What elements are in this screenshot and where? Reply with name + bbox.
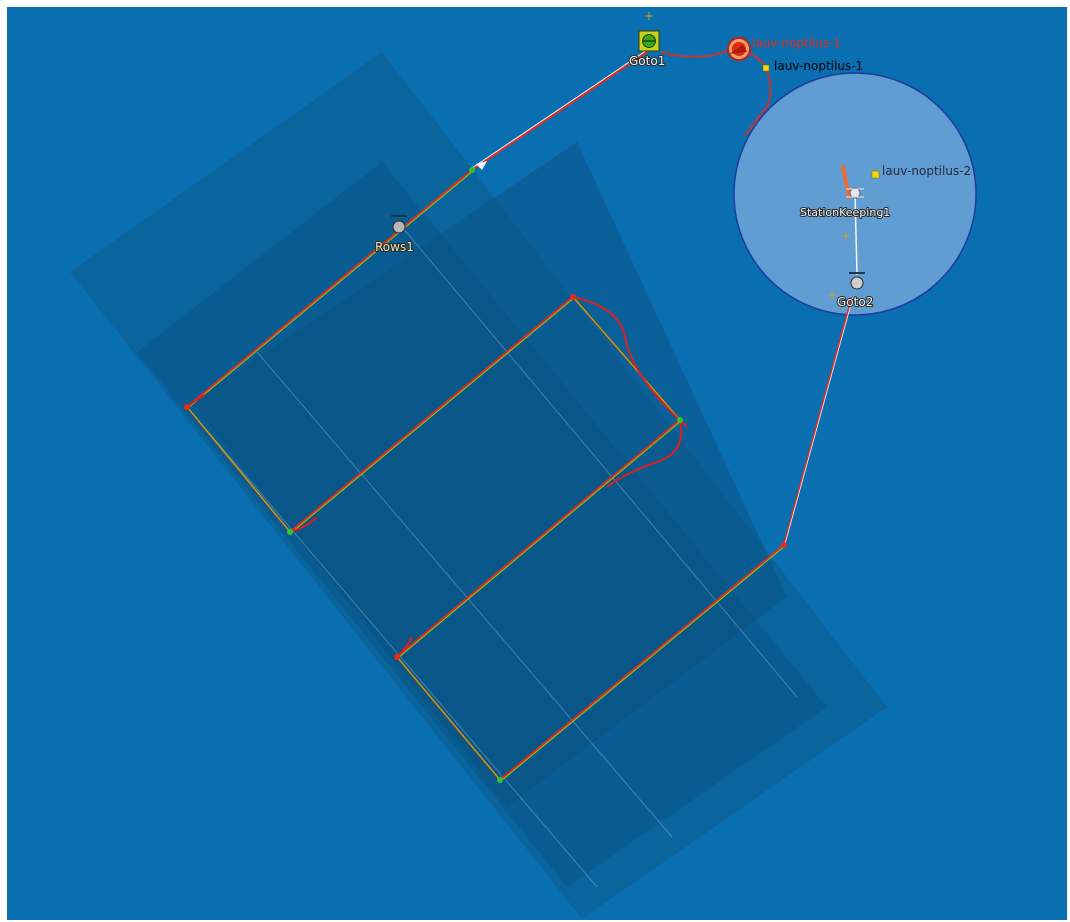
transit-sk-goto2: [854, 192, 858, 276]
station-keeping-maneuver[interactable]: +: [841, 187, 864, 243]
vehicle-noptilus-1-label: lauv-noptilus-1: [774, 59, 863, 73]
vehicle-noptilus-1-track-label: lauv-noptilus-1: [752, 36, 841, 50]
goto1-maneuver[interactable]: +: [638, 9, 660, 52]
station-keeping-icon: [849, 187, 861, 199]
waypoint-marker: [570, 294, 576, 300]
goto1-label: Goto1: [629, 54, 665, 68]
vehicle-noptilus-1-icon[interactable]: [762, 64, 770, 72]
rows-icon: [392, 220, 406, 234]
transit-rows1-goto2: [783, 296, 854, 546]
waypoint-marker: [469, 167, 475, 173]
transit-goto1-rows1: [471, 49, 648, 171]
station-keeping-label: StationKeeping1: [800, 206, 890, 219]
vehicle-heading-icon: [729, 45, 747, 54]
waypoint-marker: [287, 529, 293, 535]
plus-icon: +: [827, 288, 837, 302]
rows1-label: Rows1: [375, 240, 414, 254]
waypoint-marker: [394, 654, 400, 660]
vehicle-noptilus-2-label: lauv-noptilus-2: [882, 164, 971, 178]
survey-guide-lines: [186, 226, 798, 888]
waypoint-marker: [677, 417, 683, 423]
plus-icon: +: [644, 9, 654, 23]
plus-icon: +: [841, 229, 851, 243]
goto-icon: [850, 276, 864, 290]
goto2-maneuver[interactable]: +: [827, 272, 865, 302]
waypoint-marker: [497, 777, 503, 783]
rows1-maneuver[interactable]: [391, 215, 407, 234]
vehicle-noptilus-1-track-marker[interactable]: [727, 37, 751, 61]
survey-coverage-area: [70, 52, 887, 919]
direction-arrow-icon: [476, 161, 487, 170]
goto2-label: Goto2: [837, 295, 873, 309]
map-canvas[interactable]: + + + Goto1 Rows1 lauv-noptilus-1 lauv-n…: [7, 7, 1067, 920]
vehicle-noptilus-2-heading-icon: [841, 165, 851, 199]
waypoint-marker: [781, 542, 787, 548]
vehicle-noptilus-2-icon[interactable]: [871, 170, 880, 179]
waypoint-marker: [184, 404, 190, 410]
rows-waypoints[interactable]: [184, 167, 787, 783]
